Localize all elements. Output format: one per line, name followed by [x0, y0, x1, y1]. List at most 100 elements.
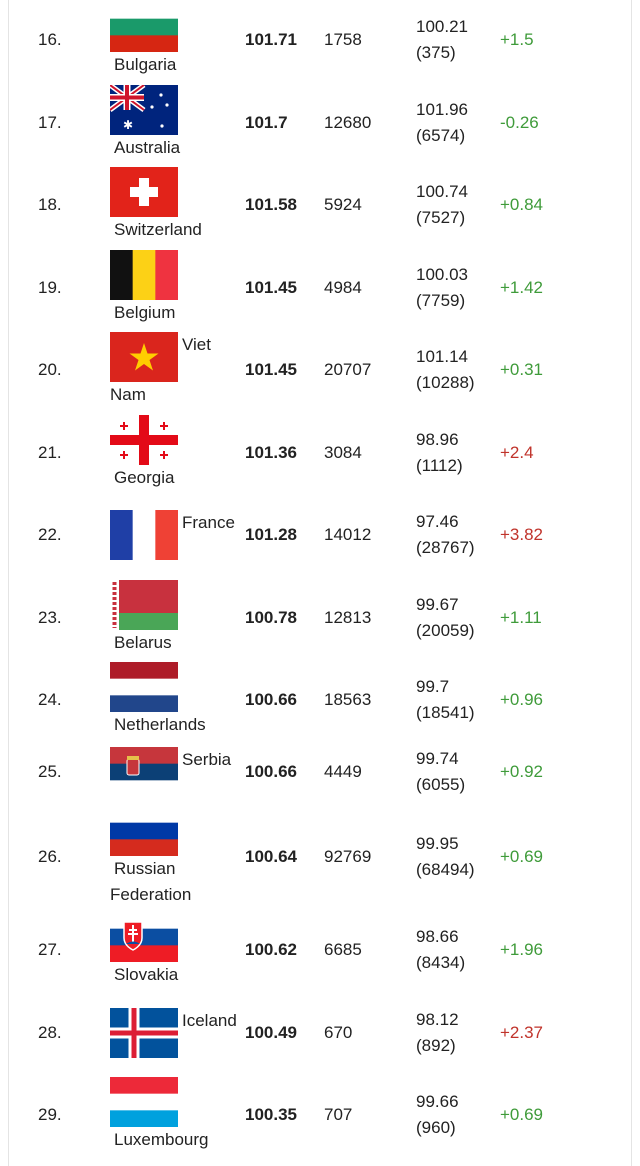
country-name[interactable]: Serbia [182, 750, 232, 769]
country-cell[interactable]: Viet Nam [110, 332, 238, 408]
table-row: 20. Viet Nam 101.45 20707 101.14 (10288) … [0, 332, 640, 408]
table-row: 17. ✱ Australia 101.7 12680 101.96 (6574) … [0, 85, 640, 161]
count: 4449 [324, 762, 362, 781]
change-value: +0.69 [500, 847, 544, 866]
bulgaria-flag-icon [110, 2, 178, 52]
table-row: 23. Belarus 100.78 12813 99.67 (20059) +1… [0, 580, 640, 656]
country-cell[interactable]: Iceland [110, 1008, 238, 1058]
rank: 25. [38, 762, 62, 781]
count: 12680 [324, 113, 372, 132]
count: 5924 [324, 195, 362, 214]
count: 12813 [324, 608, 372, 627]
country-cell[interactable]: Georgia [110, 415, 238, 491]
serbia-flag-icon [110, 747, 178, 797]
previous-score: 100.74 (7527) [416, 179, 468, 231]
change-value: +0.31 [500, 360, 544, 379]
country-cell[interactable]: Switzerland [110, 167, 238, 243]
change-value: +0.92 [500, 762, 544, 781]
country-name[interactable]: Netherlands [114, 715, 206, 734]
change-value: +1.42 [500, 278, 544, 297]
change-value: +0.84 [500, 195, 544, 214]
country-cell[interactable]: France [110, 510, 238, 560]
vietnam-flag-icon [110, 332, 178, 382]
rank: 17. [38, 113, 62, 132]
country-name[interactable]: Slovakia [114, 965, 179, 984]
previous-count: (960) [416, 1118, 456, 1137]
score: 100.35 [245, 1105, 297, 1124]
change-value: +3.82 [500, 525, 544, 544]
country-cell[interactable]: Belgium [110, 250, 238, 326]
previous-count: (8434) [416, 953, 466, 972]
previous-count: (7759) [416, 291, 466, 310]
table-row: 24. Netherlands 100.66 18563 99.7 (18541)… [0, 662, 640, 738]
belgium-flag-icon [110, 250, 178, 300]
country-cell[interactable]: Serbia [110, 747, 238, 797]
country-cell[interactable]: Belarus [110, 580, 238, 656]
score: 100.62 [245, 940, 297, 959]
country-name[interactable]: Belarus [114, 633, 172, 652]
rank: 27. [38, 940, 62, 959]
rank: 24. [38, 690, 62, 709]
rank: 23. [38, 608, 62, 627]
change-value: +1.5 [500, 30, 534, 49]
rank: 21. [38, 443, 62, 462]
table-row: 16. Bulgaria 101.71 1758 100.21 (375) +1.… [0, 2, 640, 78]
previous-count: (28767) [416, 538, 475, 557]
country-cell[interactable]: Slovakia [110, 912, 238, 988]
table-row: 29. Luxembourg 100.35 707 99.66 (960) +0.… [0, 1077, 640, 1153]
previous-score: 99.74 (6055) [416, 746, 465, 798]
country-name[interactable]: Australia [114, 138, 181, 157]
rank: 22. [38, 525, 62, 544]
previous-score: 101.14 (10288) [416, 344, 475, 396]
change-value: +1.11 [500, 608, 542, 627]
country-name[interactable]: Georgia [114, 468, 175, 487]
score: 101.36 [245, 443, 297, 462]
country-name[interactable]: Russian Federation [110, 859, 192, 904]
country-name[interactable]: Iceland [182, 1011, 237, 1030]
previous-value: 99.67 [416, 595, 459, 614]
previous-count: (10288) [416, 373, 475, 392]
previous-value: 98.66 [416, 927, 459, 946]
slovakia-flag-icon [110, 912, 178, 962]
rank: 19. [38, 278, 62, 297]
previous-score: 97.46 (28767) [416, 509, 475, 561]
previous-score: 101.96 (6574) [416, 97, 468, 149]
table-row: 27. Slovakia 100.62 6685 98.66 (8434) +1.… [0, 912, 640, 988]
count: 707 [324, 1105, 353, 1124]
country-name[interactable]: Belgium [114, 303, 176, 322]
score: 101.71 [245, 30, 297, 49]
country-name[interactable]: Switzerland [114, 220, 202, 239]
luxembourg-flag-icon [110, 1077, 178, 1127]
country-name[interactable]: Luxembourg [114, 1130, 209, 1149]
change-value: +2.4 [500, 443, 534, 462]
previous-score: 98.96 (1112) [416, 427, 463, 479]
previous-count: (6055) [416, 775, 466, 794]
country-name[interactable]: Bulgaria [114, 55, 177, 74]
change-value: +0.96 [500, 690, 544, 709]
previous-count: (7527) [416, 208, 466, 227]
table-row: 22. France 101.28 14012 97.46 (28767) +3.… [0, 498, 640, 572]
previous-score: 100.03 (7759) [416, 262, 468, 314]
country-cell[interactable]: ✱ Australia [110, 85, 238, 161]
country-name[interactable]: France [182, 513, 235, 532]
country-cell[interactable]: Netherlands [110, 662, 238, 738]
previous-value: 101.96 [416, 100, 468, 119]
rank: 26. [38, 847, 62, 866]
previous-value: 100.03 [416, 265, 468, 284]
previous-score: 100.21 (375) [416, 14, 468, 66]
previous-value: 100.74 [416, 182, 468, 201]
rank: 29. [38, 1105, 62, 1124]
country-cell[interactable]: Russian Federation [110, 806, 238, 908]
rank: 18. [38, 195, 62, 214]
country-name[interactable]: Viet Nam [110, 335, 211, 404]
country-cell[interactable]: Luxembourg [110, 1077, 238, 1153]
previous-score: 99.67 (20059) [416, 592, 475, 644]
previous-score: 98.12 (892) [416, 1007, 459, 1059]
count: 92769 [324, 847, 372, 866]
previous-count: (1112) [416, 456, 463, 475]
country-cell[interactable]: Bulgaria [110, 2, 238, 78]
svg-text:✱: ✱ [123, 118, 133, 132]
previous-value: 99.74 [416, 749, 459, 768]
rank: 16. [38, 30, 62, 49]
previous-score: 99.7 (18541) [416, 674, 475, 726]
